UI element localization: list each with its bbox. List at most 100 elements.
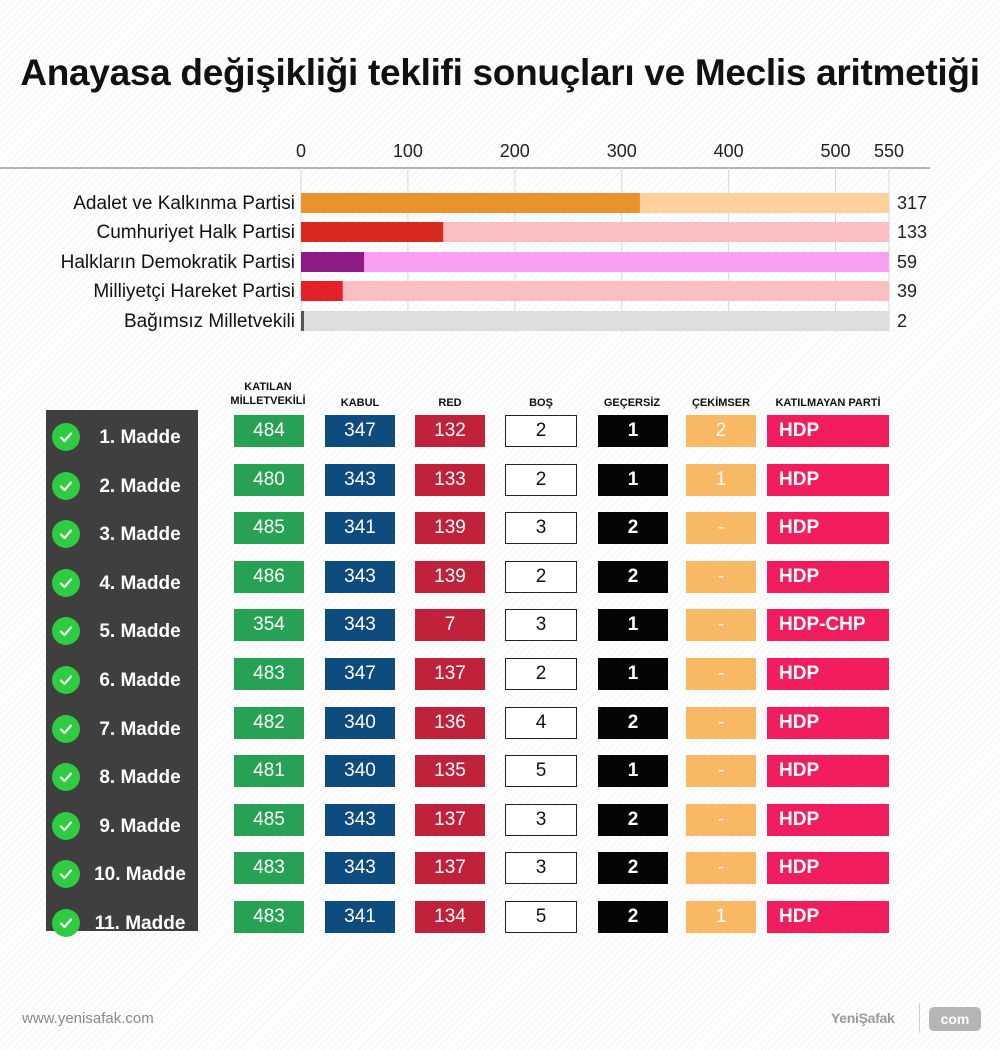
check-circle-icon: [52, 812, 80, 840]
cell-gecersiz: 2: [598, 852, 668, 884]
bar: [301, 222, 444, 242]
cell-kabul: 347: [325, 658, 395, 690]
cell-gecersiz: 1: [598, 415, 668, 447]
article-row-label: 1. Madde: [46, 417, 198, 457]
cell-katilmayan: HDP: [767, 512, 889, 544]
cell-red: 137: [415, 852, 485, 884]
article-label: 11. Madde: [94, 913, 186, 934]
article-label: 10. Madde: [94, 864, 186, 885]
column-header-cekimser: ÇEKİMSER: [691, 397, 751, 409]
cell-kabul: 341: [325, 901, 395, 933]
article-row-label: 3. Madde: [46, 514, 198, 554]
cell-katilan: 482: [234, 707, 304, 739]
column-header-red: RED: [438, 397, 462, 409]
x-tick-label: 400: [714, 141, 744, 161]
cell-cekimser: -: [686, 804, 756, 836]
cell-red: 139: [415, 512, 485, 544]
cell-bos: 3: [505, 609, 577, 641]
cell-bos: 3: [505, 804, 577, 836]
cell-red: 136: [415, 707, 485, 739]
article-label: 6. Madde: [99, 670, 181, 691]
cell-kabul: 341: [325, 512, 395, 544]
cell-cekimser: -: [686, 512, 756, 544]
footer-url: www.yenisafak.com: [22, 1010, 154, 1027]
article-row-label: 5. Madde: [46, 611, 198, 651]
cell-cekimser: -: [686, 707, 756, 739]
cell-cekimser: 2: [686, 415, 756, 447]
cell-bos: 5: [505, 755, 577, 787]
cell-gecersiz: 1: [598, 755, 668, 787]
party-label: Bağımsız Milletvekili: [124, 311, 295, 332]
article-label: 2. Madde: [99, 476, 181, 497]
column-header-gecersiz: GEÇERSİZ: [603, 397, 661, 409]
check-circle-icon: [52, 715, 80, 743]
cell-cekimser: -: [686, 658, 756, 690]
cell-cekimser: 1: [686, 464, 756, 496]
x-tick-label: 550: [874, 141, 904, 161]
check-circle-icon: [52, 860, 80, 888]
cell-katilan: 485: [234, 804, 304, 836]
cell-bos: 3: [505, 852, 577, 884]
cell-gecersiz: 2: [598, 707, 668, 739]
cell-katilmayan: HDP: [767, 901, 889, 933]
check-circle-icon: [52, 763, 80, 791]
article-label: 1. Madde: [99, 427, 181, 448]
article-label: 5. Madde: [99, 621, 181, 642]
cell-kabul: 343: [325, 609, 395, 641]
cell-red: 132: [415, 415, 485, 447]
article-row-label: 6. Madde: [46, 660, 198, 700]
cell-red: 137: [415, 658, 485, 690]
cell-bos: 4: [505, 707, 577, 739]
article-row-label: 2. Madde: [46, 466, 198, 506]
cell-gecersiz: 1: [598, 609, 668, 641]
cell-katilan: 485: [234, 512, 304, 544]
cell-bos: 5: [505, 901, 577, 933]
cell-gecersiz: 2: [598, 804, 668, 836]
bar: [301, 281, 343, 301]
x-tick-label: 300: [607, 141, 637, 161]
cell-red: 7: [415, 609, 485, 641]
cell-red: 134: [415, 901, 485, 933]
article-row-label: 4. Madde: [46, 563, 198, 603]
article-label: 7. Madde: [99, 719, 181, 740]
bar-value-label: 317: [897, 193, 927, 213]
cell-katilan: 483: [234, 852, 304, 884]
brand-divider: [919, 1003, 920, 1033]
cell-bos: 2: [505, 464, 577, 496]
bar-value-label: 2: [897, 311, 907, 331]
cell-bos: 3: [505, 512, 577, 544]
article-label: 8. Madde: [99, 767, 181, 788]
cell-katilmayan: HDP: [767, 464, 889, 496]
brand-logo: YeniŞafak: [831, 1010, 895, 1026]
bar: [301, 311, 304, 331]
cell-kabul: 343: [325, 464, 395, 496]
column-header-kabul: KABUL: [340, 397, 380, 409]
check-circle-icon: [52, 569, 80, 597]
bar: [301, 193, 640, 213]
bar-value-label: 59: [897, 252, 917, 272]
cell-gecersiz: 2: [598, 901, 668, 933]
cell-kabul: 343: [325, 561, 395, 593]
check-circle-icon: [52, 423, 80, 451]
cell-cekimser: -: [686, 561, 756, 593]
cell-gecersiz: 2: [598, 561, 668, 593]
cell-red: 137: [415, 804, 485, 836]
bar-track: [301, 281, 889, 301]
bar-value-label: 133: [897, 222, 927, 242]
article-row-label: 9. Madde: [46, 806, 198, 846]
x-tick-label: 0: [296, 141, 306, 161]
cell-katilan: 354: [234, 609, 304, 641]
cell-cekimser: -: [686, 755, 756, 787]
cell-katilmayan: HDP: [767, 707, 889, 739]
bar-track: [301, 222, 889, 242]
cell-cekimser: -: [686, 609, 756, 641]
article-row-label: 11. Madde: [46, 903, 198, 943]
check-circle-icon: [52, 617, 80, 645]
cell-bos: 2: [505, 658, 577, 690]
cell-red: 135: [415, 755, 485, 787]
check-circle-icon: [52, 472, 80, 500]
article-label: 9. Madde: [99, 816, 181, 837]
article-label: 4. Madde: [99, 573, 181, 594]
cell-katilmayan: HDP: [767, 755, 889, 787]
article-row-label: 10. Madde: [46, 854, 198, 894]
